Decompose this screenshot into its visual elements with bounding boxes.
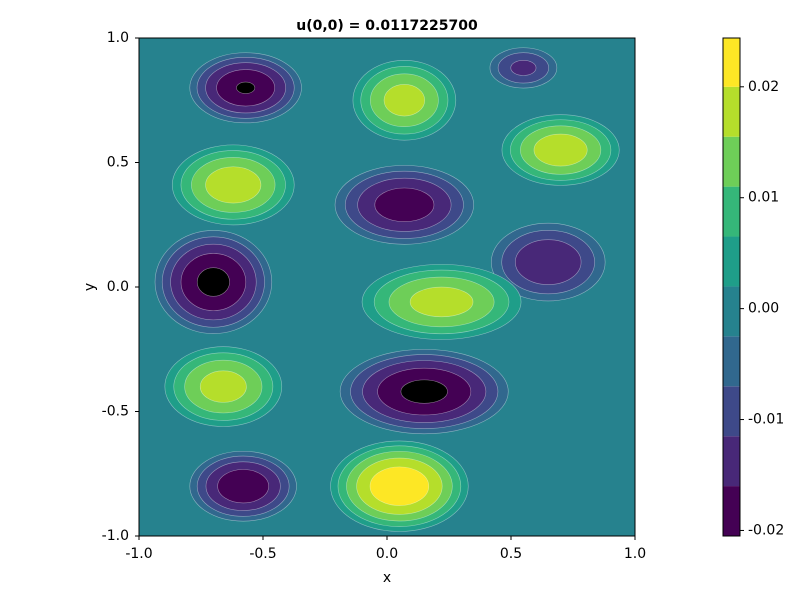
colorbar-band — [723, 436, 740, 487]
x-tick-label: -1.0 — [125, 546, 152, 562]
x-tick-label: 0.0 — [376, 546, 398, 562]
contour-region — [205, 166, 262, 204]
colorbar-band — [723, 136, 740, 187]
colorbar-band — [723, 386, 740, 437]
x-tick-label: 1.0 — [624, 546, 646, 562]
contour-region — [383, 84, 425, 117]
contour-region — [400, 379, 448, 404]
chart-title: u(0,0) = 0.0117225700 — [296, 18, 478, 34]
contour-region — [196, 267, 230, 297]
colorbar-tick-label: 0.02 — [748, 79, 779, 95]
colorbar-band — [723, 336, 740, 387]
contour-region — [217, 469, 269, 504]
colorbar-band — [723, 38, 740, 87]
contour-region — [409, 286, 474, 318]
x-tick-label: 0.5 — [500, 546, 522, 562]
colorbar-band — [723, 286, 740, 337]
colorbar-tick-label: -0.01 — [748, 412, 784, 428]
y-tick-label: -0.5 — [102, 404, 129, 420]
colorbar-band — [723, 86, 740, 137]
colorbar-band — [723, 186, 740, 237]
colorbar-tick-label: 0.00 — [748, 301, 779, 317]
x-tick-label: -0.5 — [249, 546, 276, 562]
contour-region — [236, 81, 256, 94]
y-axis-label: y — [82, 283, 98, 291]
contour-region — [515, 239, 582, 285]
y-tick-label: -1.0 — [102, 528, 129, 544]
colorbar-band — [723, 236, 740, 287]
x-axis-label: x — [383, 570, 391, 586]
contour-field — [139, 38, 635, 536]
y-tick-label: 0.0 — [107, 279, 129, 295]
contour-region — [510, 59, 537, 76]
colorbar-frame — [722, 37, 741, 537]
contour-region — [369, 466, 430, 506]
contour-region — [199, 370, 247, 403]
colorbar-tick-label: 0.01 — [748, 190, 779, 206]
colorbar-tick-label: -0.02 — [748, 522, 784, 538]
contour-region — [374, 187, 435, 222]
y-tick-label: 0.5 — [107, 155, 129, 171]
colorbar-band — [723, 486, 740, 536]
contour-region — [533, 133, 588, 167]
y-tick-label: 1.0 — [107, 30, 129, 46]
